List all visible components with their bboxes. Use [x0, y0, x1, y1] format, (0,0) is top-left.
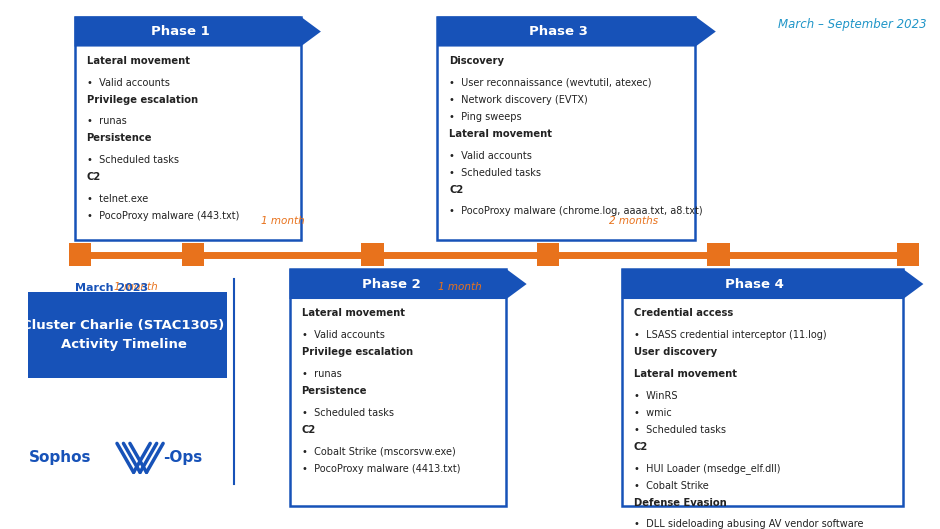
Text: Lateral movement: Lateral movement	[86, 56, 190, 66]
FancyBboxPatch shape	[74, 16, 301, 240]
Text: User discovery: User discovery	[634, 347, 717, 357]
Text: •  Scheduled tasks: • Scheduled tasks	[86, 155, 179, 165]
FancyBboxPatch shape	[621, 269, 903, 506]
Text: •  Valid accounts: • Valid accounts	[302, 330, 384, 340]
Text: Sophos: Sophos	[29, 450, 92, 466]
Text: •  Cobalt Strike (mscorsvw.exe): • Cobalt Strike (mscorsvw.exe)	[302, 446, 455, 457]
Text: •  Ping sweeps: • Ping sweeps	[449, 112, 522, 122]
Text: •  runas: • runas	[86, 116, 126, 126]
Text: Phase 1: Phase 1	[151, 25, 211, 38]
FancyBboxPatch shape	[28, 293, 227, 378]
FancyBboxPatch shape	[362, 243, 384, 266]
Text: •  Scheduled tasks: • Scheduled tasks	[449, 168, 541, 178]
Text: Phase 3: Phase 3	[529, 25, 588, 38]
Text: Privilege escalation: Privilege escalation	[302, 347, 413, 357]
FancyBboxPatch shape	[897, 243, 918, 266]
Text: 1 month: 1 month	[260, 216, 305, 226]
Text: C2: C2	[302, 425, 316, 435]
Text: 1 month: 1 month	[438, 281, 482, 291]
Text: •  HUI Loader (msedge_elf.dll): • HUI Loader (msedge_elf.dll)	[634, 463, 780, 475]
Text: 1 month: 1 month	[115, 281, 158, 291]
Text: •  telnet.exe: • telnet.exe	[86, 194, 148, 204]
Polygon shape	[290, 269, 526, 299]
Text: •  PocoProxy malware (4413.txt): • PocoProxy malware (4413.txt)	[302, 463, 460, 473]
Text: Persistence: Persistence	[302, 386, 367, 396]
Text: Persistence: Persistence	[86, 133, 152, 143]
FancyBboxPatch shape	[69, 243, 91, 266]
Text: •  PocoProxy malware (443.txt): • PocoProxy malware (443.txt)	[86, 211, 239, 221]
FancyBboxPatch shape	[290, 269, 507, 506]
Text: March 2023: March 2023	[75, 283, 149, 293]
Text: •  LSASS credential interceptor (11.log): • LSASS credential interceptor (11.log)	[634, 330, 826, 340]
Text: •  Network discovery (EVTX): • Network discovery (EVTX)	[449, 95, 588, 105]
Text: C2: C2	[449, 185, 463, 195]
Text: March – September 2023: March – September 2023	[777, 18, 926, 31]
Text: •  PocoProxy malware (chrome.log, aaaa.txt, a8.txt): • PocoProxy malware (chrome.log, aaaa.tx…	[449, 206, 703, 216]
FancyBboxPatch shape	[537, 243, 559, 266]
FancyBboxPatch shape	[437, 16, 696, 240]
Text: Discovery: Discovery	[449, 56, 504, 66]
Polygon shape	[74, 16, 321, 47]
Text: Credential access: Credential access	[634, 308, 733, 318]
Text: Phase 2: Phase 2	[362, 278, 421, 290]
Polygon shape	[621, 269, 923, 299]
Text: •  Valid accounts: • Valid accounts	[449, 151, 532, 161]
FancyBboxPatch shape	[181, 243, 204, 266]
Text: C2: C2	[86, 172, 101, 183]
Text: 2 months: 2 months	[609, 216, 658, 226]
Text: •  Cobalt Strike: • Cobalt Strike	[634, 481, 709, 490]
Text: •  Scheduled tasks: • Scheduled tasks	[302, 408, 394, 418]
FancyBboxPatch shape	[708, 243, 729, 266]
Text: •  wmic: • wmic	[634, 408, 671, 418]
Text: •  DLL sideloading abusing AV vendor software: • DLL sideloading abusing AV vendor soft…	[634, 519, 863, 529]
Polygon shape	[437, 16, 715, 47]
Text: -Ops: -Ops	[164, 450, 202, 466]
Text: •  User reconnaissance (wevtutil, atexec): • User reconnaissance (wevtutil, atexec)	[449, 78, 651, 88]
Text: •  WinRS: • WinRS	[634, 390, 677, 400]
Text: •  Scheduled tasks: • Scheduled tasks	[634, 425, 726, 435]
Text: Phase 4: Phase 4	[725, 278, 783, 290]
Text: Cluster Charlie (STAC1305)
Activity Timeline: Cluster Charlie (STAC1305) Activity Time…	[23, 320, 225, 351]
Text: Lateral movement: Lateral movement	[634, 369, 737, 379]
Text: •  Valid accounts: • Valid accounts	[86, 78, 169, 88]
Text: Defense Evasion: Defense Evasion	[634, 498, 727, 508]
Text: Privilege escalation: Privilege escalation	[86, 95, 197, 105]
Text: •  runas: • runas	[302, 369, 341, 379]
Text: Lateral movement: Lateral movement	[302, 308, 404, 318]
Text: C2: C2	[634, 442, 648, 452]
Text: Lateral movement: Lateral movement	[449, 129, 552, 139]
